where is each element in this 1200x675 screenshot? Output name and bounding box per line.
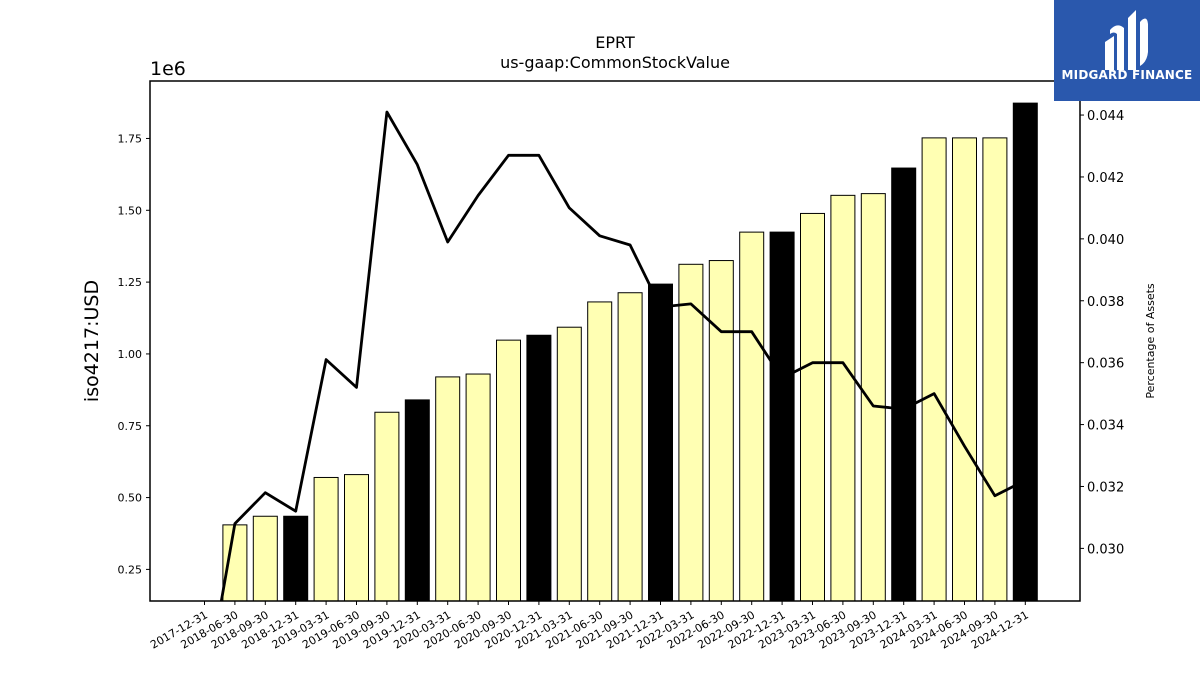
y2-tick-label: 0.042 bbox=[1087, 171, 1124, 186]
bar-2023-06-30 bbox=[830, 194, 856, 602]
bar-series bbox=[222, 102, 1038, 602]
y-axis-label: iso4217:USD bbox=[81, 280, 103, 402]
bar-2021-06-30 bbox=[587, 301, 613, 602]
bar-2022-06-30 bbox=[708, 260, 734, 602]
y2-tick-label: 0.032 bbox=[1087, 480, 1124, 495]
y-tick-label: 1.25 bbox=[118, 276, 143, 289]
y-offset-label: 1e6 bbox=[150, 58, 186, 80]
bar-2018-06-30 bbox=[222, 524, 248, 602]
bar-2021-09-30 bbox=[617, 292, 643, 602]
bar-2022-09-30 bbox=[739, 231, 765, 602]
bar-2024-06-30 bbox=[952, 137, 977, 602]
chart-title: EPRT bbox=[595, 33, 635, 52]
y2-tick-label: 0.030 bbox=[1087, 542, 1124, 557]
bar-2023-09-30 bbox=[860, 193, 886, 602]
y2-tick-label: 0.036 bbox=[1087, 357, 1124, 372]
logo-icon bbox=[1105, 10, 1148, 70]
logo-text: MIDGARD FINANCE bbox=[1061, 68, 1193, 82]
chart-subtitle: us-gaap:CommonStockValue bbox=[500, 53, 730, 72]
bar-2019-06-30 bbox=[344, 474, 369, 602]
bar-2020-12-31 bbox=[526, 334, 552, 602]
y2-tick-label: 0.034 bbox=[1087, 419, 1124, 434]
y-tick-label: 0.75 bbox=[118, 420, 143, 433]
y-tick-label: 0.25 bbox=[118, 563, 143, 576]
line-series bbox=[219, 110, 1026, 601]
bar-2019-12-31 bbox=[404, 399, 430, 602]
bar-2020-06-30 bbox=[465, 373, 491, 602]
bar-2018-12-31 bbox=[283, 515, 309, 602]
y-tick-label: 1.75 bbox=[118, 132, 143, 145]
bar-2022-03-31 bbox=[678, 263, 704, 602]
bar-2021-12-31 bbox=[648, 283, 673, 602]
bar-2020-09-30 bbox=[496, 339, 521, 602]
bar-2019-03-31 bbox=[313, 476, 339, 602]
y-tick-label: 0.50 bbox=[118, 492, 143, 505]
bar-2018-09-30 bbox=[252, 515, 278, 602]
bar-2022-12-31 bbox=[769, 231, 795, 602]
bar-2023-03-31 bbox=[800, 212, 825, 602]
y2-tick-label: 0.038 bbox=[1087, 295, 1124, 310]
brand-logo: MIDGARD FINANCE bbox=[1054, 0, 1200, 101]
bar-2020-03-31 bbox=[435, 376, 461, 602]
bar-2024-03-31 bbox=[921, 137, 947, 602]
percentage-line bbox=[219, 110, 1026, 601]
plot-frame bbox=[149, 80, 1081, 602]
bar-2024-09-30 bbox=[982, 137, 1008, 602]
bar-2024-12-31 bbox=[1012, 102, 1038, 602]
y-tick-label: 1.50 bbox=[118, 204, 143, 217]
y-tick-label: 1.00 bbox=[118, 348, 143, 361]
y2-tick-label: 0.040 bbox=[1087, 233, 1124, 248]
bar-2019-09-30 bbox=[374, 411, 400, 602]
y2-tick-label: 0.044 bbox=[1087, 109, 1124, 124]
bar-2023-12-31 bbox=[891, 167, 917, 602]
bar-2021-03-31 bbox=[556, 326, 582, 602]
y2-axis-label: Percentage of Assets bbox=[1144, 283, 1157, 399]
